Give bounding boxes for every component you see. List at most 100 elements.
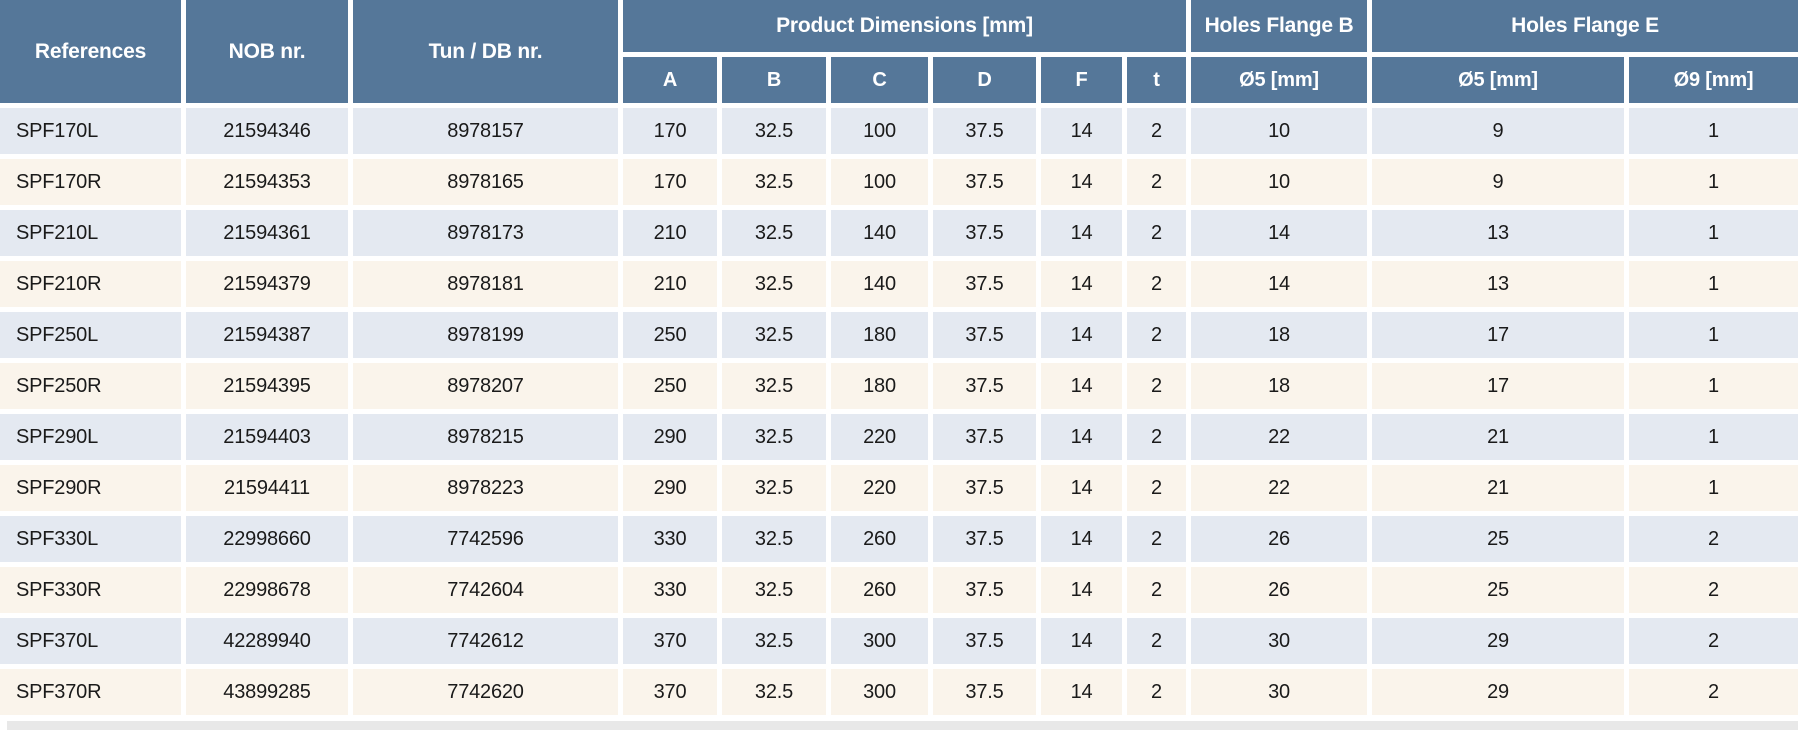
cell-flange-b-d5: 30 [1191,618,1368,664]
cell-dim-c: 100 [831,159,928,205]
cell-dim-c: 180 [831,312,928,358]
cell-dim-c: 100 [831,108,928,154]
cell-dim-f: 14 [1041,159,1122,205]
cell-dim-f: 14 [1041,363,1122,409]
cell-references: SPF170L [0,108,181,154]
cell-dim-b: 32.5 [722,618,826,664]
cell-dim-t: 2 [1127,414,1187,460]
cell-flange-e-d5: 17 [1372,363,1625,409]
cell-dim-t: 2 [1127,108,1187,154]
cell-flange-e-d9: 2 [1629,567,1798,613]
cell-flange-e-d9: 1 [1629,312,1798,358]
cell-dim-d: 37.5 [933,363,1036,409]
table-row: SPF290R 21594411 8978223 290 32.5 220 37.5 14 2 2… [0,465,1798,511]
cell-flange-e-d9: 2 [1629,669,1798,715]
cell-flange-e-d5: 9 [1372,159,1625,205]
cell-flange-e-d5: 21 [1372,465,1625,511]
cell-flange-e-d5: 21 [1372,414,1625,460]
cell-references: SPF210R [0,261,181,307]
cell-dim-c: 260 [831,516,928,562]
cell-dim-d: 37.5 [933,669,1036,715]
header-cell-flange-e-d5: Ø5 [mm] [1372,57,1625,103]
cell-dim-a: 250 [623,312,717,358]
footer-strip [7,721,1798,730]
cell-flange-b-d5: 22 [1191,465,1368,511]
cell-dim-a: 170 [623,108,717,154]
cell-nob-nr: 21594346 [186,108,348,154]
table-row: SPF170R 21594353 8978165 170 32.5 100 37.5 14 2 1… [0,159,1798,205]
cell-dim-c: 180 [831,363,928,409]
cell-nob-nr: 21594353 [186,159,348,205]
cell-dim-d: 37.5 [933,414,1036,460]
cell-dim-c: 220 [831,465,928,511]
header-cell-dim-b: B [722,57,826,103]
cell-flange-e-d5: 25 [1372,516,1625,562]
cell-dim-f: 14 [1041,108,1122,154]
cell-dim-f: 14 [1041,567,1122,613]
header-cell-dim-t: t [1127,57,1187,103]
cell-dim-a: 290 [623,414,717,460]
header-cell-references: References [0,0,181,103]
cell-dim-d: 37.5 [933,312,1036,358]
cell-dim-b: 32.5 [722,159,826,205]
cell-dim-c: 300 [831,618,928,664]
table-row: SPF330L 22998660 7742596 330 32.5 260 37.5 14 2 2… [0,516,1798,562]
cell-dim-a: 370 [623,669,717,715]
cell-flange-e-d5: 13 [1372,210,1625,256]
header-sub-row: A B C D F t Ø5 [mm] Ø5 [mm] Ø9 [mm] [0,57,1798,103]
cell-tun-db-nr: 8978223 [353,465,618,511]
header-cell-dim-a: A [623,57,717,103]
header-cell-dim-c: C [831,57,928,103]
cell-dim-d: 37.5 [933,567,1036,613]
table-row: SPF170L 21594346 8978157 170 32.5 100 37.5 14 2 1… [0,108,1798,154]
cell-dim-a: 290 [623,465,717,511]
cell-dim-a: 250 [623,363,717,409]
cell-dim-t: 2 [1127,363,1187,409]
cell-dim-t: 2 [1127,159,1187,205]
cell-dim-f: 14 [1041,210,1122,256]
cell-dim-c: 220 [831,414,928,460]
cell-dim-t: 2 [1127,516,1187,562]
cell-flange-b-d5: 26 [1191,567,1368,613]
cell-dim-b: 32.5 [722,669,826,715]
cell-flange-e-d5: 29 [1372,618,1625,664]
header-cell-flange-b-d5: Ø5 [mm] [1191,57,1368,103]
table-body: SPF170L 21594346 8978157 170 32.5 100 37.5 14 2 1… [0,108,1798,715]
cell-tun-db-nr: 7742604 [353,567,618,613]
cell-dim-a: 210 [623,210,717,256]
cell-nob-nr: 21594411 [186,465,348,511]
cell-dim-f: 14 [1041,312,1122,358]
cell-dim-d: 37.5 [933,516,1036,562]
cell-flange-b-d5: 26 [1191,516,1368,562]
cell-tun-db-nr: 8978157 [353,108,618,154]
cell-dim-b: 32.5 [722,516,826,562]
cell-dim-f: 14 [1041,261,1122,307]
cell-flange-b-d5: 10 [1191,108,1368,154]
cell-dim-t: 2 [1127,312,1187,358]
cell-dim-t: 2 [1127,567,1187,613]
header-cell-tun-db-nr: Tun / DB nr. [353,0,618,103]
cell-flange-e-d5: 13 [1372,261,1625,307]
cell-dim-b: 32.5 [722,312,826,358]
header-cell-dim-d: D [933,57,1036,103]
header-cell-dim-f: F [1041,57,1122,103]
cell-references: SPF210L [0,210,181,256]
cell-dim-b: 32.5 [722,465,826,511]
cell-tun-db-nr: 8978173 [353,210,618,256]
cell-flange-b-d5: 22 [1191,414,1368,460]
cell-tun-db-nr: 7742620 [353,669,618,715]
cell-dim-a: 170 [623,159,717,205]
cell-dim-d: 37.5 [933,108,1036,154]
cell-dim-f: 14 [1041,669,1122,715]
cell-dim-b: 32.5 [722,363,826,409]
cell-flange-e-d5: 17 [1372,312,1625,358]
cell-dim-d: 37.5 [933,261,1036,307]
cell-dim-f: 14 [1041,618,1122,664]
cell-nob-nr: 22998678 [186,567,348,613]
cell-flange-e-d9: 2 [1629,516,1798,562]
cell-flange-e-d9: 1 [1629,261,1798,307]
cell-tun-db-nr: 8978181 [353,261,618,307]
table-row: SPF370L 42289940 7742612 370 32.5 300 37.5 14 2 3… [0,618,1798,664]
cell-dim-f: 14 [1041,414,1122,460]
cell-references: SPF290R [0,465,181,511]
